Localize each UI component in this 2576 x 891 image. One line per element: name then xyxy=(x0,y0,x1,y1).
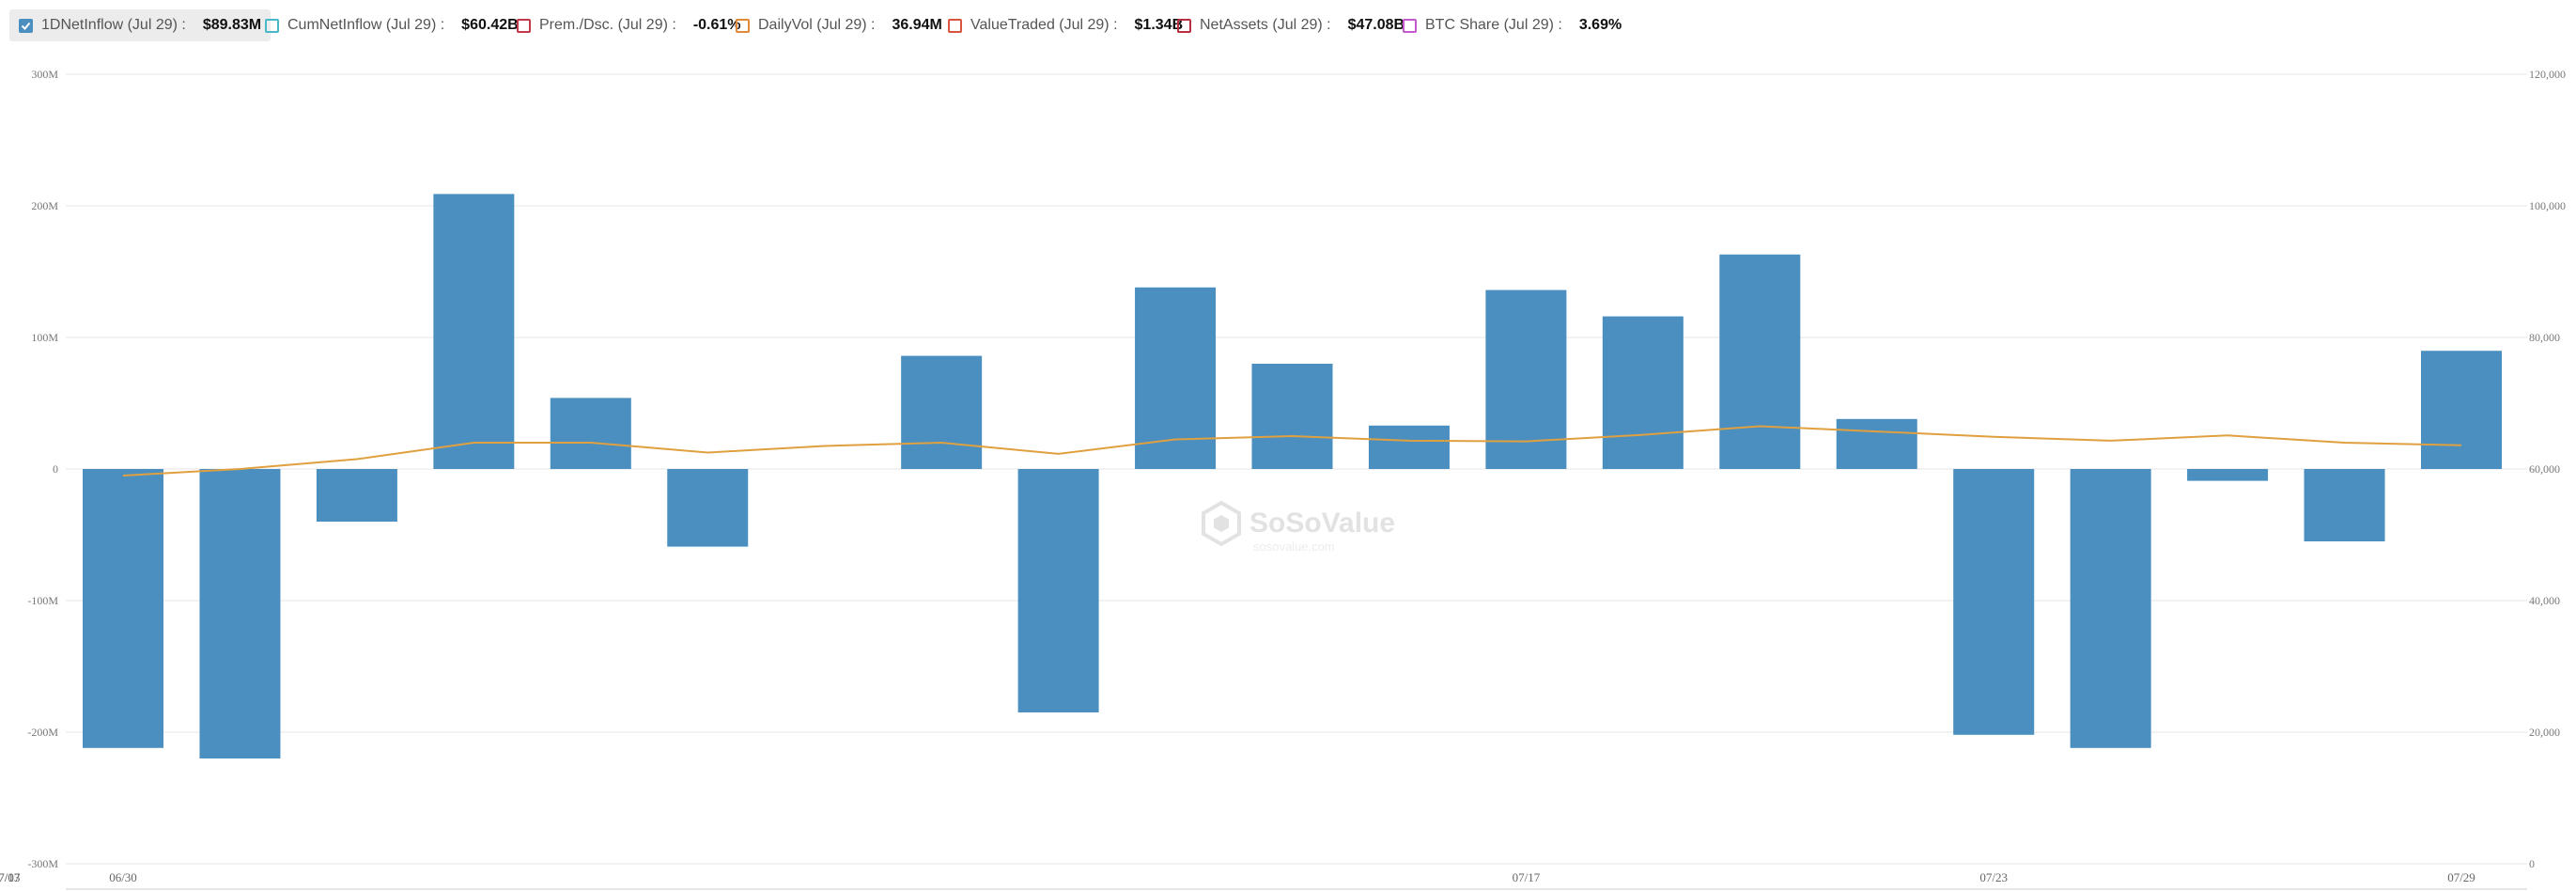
bar xyxy=(1368,425,1450,469)
y-left-tick-label: 100M xyxy=(31,331,58,344)
y-axis-right: 120,000 100,000 80,000 60,000 40,000 20,000 0 xyxy=(2529,68,2566,870)
x-axis: 06/30 07/0707/13 07/17 07/23 07/29 xyxy=(0,870,2527,890)
watermark: SoSoValue sosovalue.com xyxy=(1202,500,1395,554)
legend-label: ValueTraded (Jul 29) : xyxy=(970,17,1118,33)
y-right-tick-label: 0 xyxy=(2529,857,2535,870)
y-left-tick-label: -200M xyxy=(27,726,58,739)
legend-value: 36.94M xyxy=(892,17,942,33)
legend-item-dailyvol[interactable]: DailyVol (Jul 29) : 36.94M xyxy=(726,9,952,41)
y-left-tick-label: -100M xyxy=(27,594,58,607)
legend-label: BTC Share (Jul 29) : xyxy=(1425,17,1562,33)
y-right-tick-label: 100,000 xyxy=(2529,199,2566,212)
bar xyxy=(1135,287,1217,469)
y-axis-left: 300M 200M 100M 0 -100M -200M -300M xyxy=(27,68,58,870)
checkbox-icon[interactable] xyxy=(948,18,962,33)
bar xyxy=(433,194,515,469)
bar xyxy=(2421,351,2502,469)
legend-value: 3.69% xyxy=(1578,17,1622,33)
legend-value: $1.34B xyxy=(1134,17,1184,33)
bar xyxy=(2304,469,2385,541)
legend-label: DailyVol (Jul 29) : xyxy=(758,17,876,33)
legend-item-valuetraded[interactable]: ValueTraded (Jul 29) : $1.34B xyxy=(939,9,1192,41)
bar xyxy=(83,469,163,748)
bar xyxy=(1602,316,1684,469)
legend-item-btc-share[interactable]: BTC Share (Jul 29) : 3.69% xyxy=(1393,9,1631,41)
y-right-tick-label: 60,000 xyxy=(2529,462,2560,476)
legend-bar: 1DNetInflow (Jul 29) : $89.83M CumNetInf… xyxy=(0,0,2576,51)
checkbox-icon[interactable] xyxy=(1403,18,1417,33)
bar xyxy=(1953,469,2035,735)
y-left-tick-label: 0 xyxy=(53,462,58,476)
x-tick-label: 07/07 xyxy=(0,870,21,884)
bar xyxy=(1836,418,1917,469)
x-tick-label: 07/23 xyxy=(1979,870,2008,884)
y-left-tick-label: -300M xyxy=(27,857,58,870)
y-left-tick-label: 200M xyxy=(31,199,58,212)
bar-series xyxy=(83,194,2502,758)
legend-item-cumnetinflow[interactable]: CumNetInflow (Jul 29) : $60.42B xyxy=(256,9,528,41)
checkbox-icon[interactable] xyxy=(1177,18,1191,33)
bar xyxy=(316,469,397,522)
y-right-tick-label: 20,000 xyxy=(2529,726,2560,739)
bar xyxy=(1719,254,1801,469)
bar xyxy=(1017,469,1099,712)
legend-value: $89.83M xyxy=(202,17,262,33)
legend-value: $47.08B xyxy=(1347,17,1405,33)
checkbox-icon[interactable] xyxy=(736,18,750,33)
bar xyxy=(550,398,631,469)
bar xyxy=(199,469,281,758)
x-tick-label: 06/30 xyxy=(109,870,137,884)
checkbox-icon[interactable] xyxy=(265,18,279,33)
watermark-subtext: sosovalue.com xyxy=(1253,539,1335,554)
legend-value: $60.42B xyxy=(461,17,519,33)
y-left-tick-label: 300M xyxy=(31,68,58,81)
legend-label: Prem./Dsc. (Jul 29) : xyxy=(539,17,676,33)
x-tick-label: 07/29 xyxy=(2447,870,2475,884)
y-right-tick-label: 80,000 xyxy=(2529,331,2560,344)
x-tick-label: 07/17 xyxy=(1513,870,1541,884)
sosovalue-logo-icon xyxy=(1202,500,1241,547)
y-right-tick-label: 40,000 xyxy=(2529,594,2560,607)
checkbox-icon[interactable] xyxy=(517,18,531,33)
bar xyxy=(2187,469,2269,481)
x-tick-label: 07/13 xyxy=(0,870,20,884)
watermark-text: SoSoValue xyxy=(1249,508,1395,539)
line-series xyxy=(122,425,2462,477)
legend-label: 1DNetInflow (Jul 29) : xyxy=(41,17,186,33)
legend-item-netassets[interactable]: NetAssets (Jul 29) : $47.08B xyxy=(1168,9,1414,41)
y-right-tick-label: 120,000 xyxy=(2529,68,2566,81)
bar xyxy=(2070,469,2151,748)
bar xyxy=(1251,364,1333,469)
legend-item-prem-dsc[interactable]: Prem./Dsc. (Jul 29) : -0.61% xyxy=(507,9,751,41)
etf-flow-chart: SoSoValue sosovalue.com 300M 200M 100M 0 -10… xyxy=(0,68,2566,890)
bar xyxy=(901,355,983,469)
legend-value: -0.61% xyxy=(692,17,741,33)
checkbox-icon[interactable] xyxy=(19,18,33,33)
legend-label: NetAssets (Jul 29) : xyxy=(1200,17,1331,33)
series-line xyxy=(122,425,2462,477)
legend-label: CumNetInflow (Jul 29) : xyxy=(287,17,445,33)
bar xyxy=(667,469,749,547)
legend-item-1dnetinflow[interactable]: 1DNetInflow (Jul 29) : $89.83M xyxy=(9,9,272,41)
